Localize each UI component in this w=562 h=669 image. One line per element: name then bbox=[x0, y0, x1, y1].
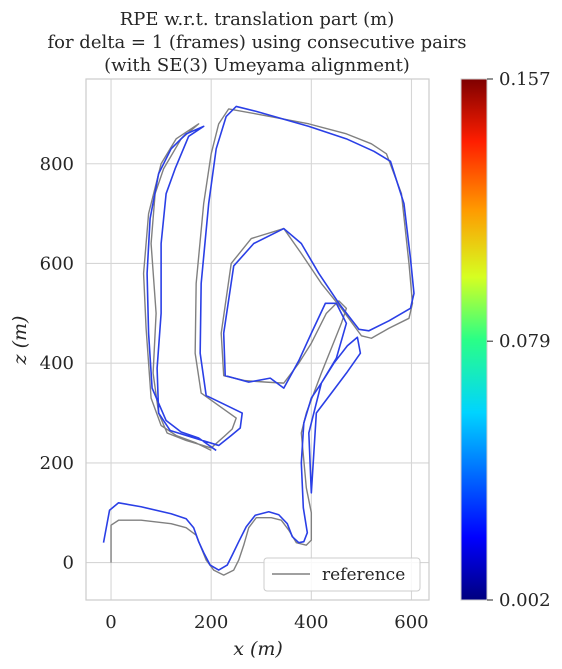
colorbar: 0.002 0.079 0.157 bbox=[460, 69, 551, 611]
y-tick-label: 600 bbox=[40, 253, 74, 274]
colorbar-gradient bbox=[460, 78, 488, 601]
chart-title: RPE w.r.t. translation part (m) for delt… bbox=[47, 9, 466, 76]
plot-background bbox=[86, 79, 429, 600]
x-tick-label: 0 bbox=[105, 612, 116, 633]
legend-box bbox=[263, 557, 421, 592]
y-tick-label: 800 bbox=[40, 154, 74, 175]
colorbar-tick-label: 0.002 bbox=[499, 590, 551, 611]
title-line-1: RPE w.r.t. translation part (m) bbox=[120, 9, 395, 30]
y-tick-label: 0 bbox=[63, 553, 74, 574]
plot-frame bbox=[85, 78, 430, 601]
y-tick-label: 200 bbox=[40, 453, 74, 474]
reference-trajectory bbox=[110, 108, 414, 576]
y-ticks: 0 200 400 600 800 bbox=[40, 154, 74, 574]
grid bbox=[86, 79, 429, 600]
legend: reference bbox=[263, 557, 421, 592]
legend-reference-label: reference bbox=[322, 565, 405, 585]
x-tick-label: 400 bbox=[294, 612, 328, 633]
colorbar-tick-label: 0.079 bbox=[499, 331, 551, 352]
series-layer bbox=[102, 105, 415, 576]
title-line-3: (with SE(3) Umeyama alignment) bbox=[104, 55, 410, 76]
x-tick-label: 600 bbox=[394, 612, 428, 633]
y-axis-label: z (m) bbox=[9, 316, 31, 366]
y-tick-label: 400 bbox=[40, 353, 74, 374]
x-axis-label: x (m) bbox=[233, 638, 283, 660]
estimated-trajectory bbox=[102, 105, 415, 571]
colorbar-ticks: 0.002 0.079 0.157 bbox=[487, 69, 551, 611]
x-ticks: 0 200 400 600 bbox=[105, 612, 428, 633]
x-tick-label: 200 bbox=[194, 612, 228, 633]
colorbar-tick-label: 0.157 bbox=[499, 69, 551, 90]
title-line-2: for delta = 1 (frames) using consecutive… bbox=[47, 32, 466, 53]
